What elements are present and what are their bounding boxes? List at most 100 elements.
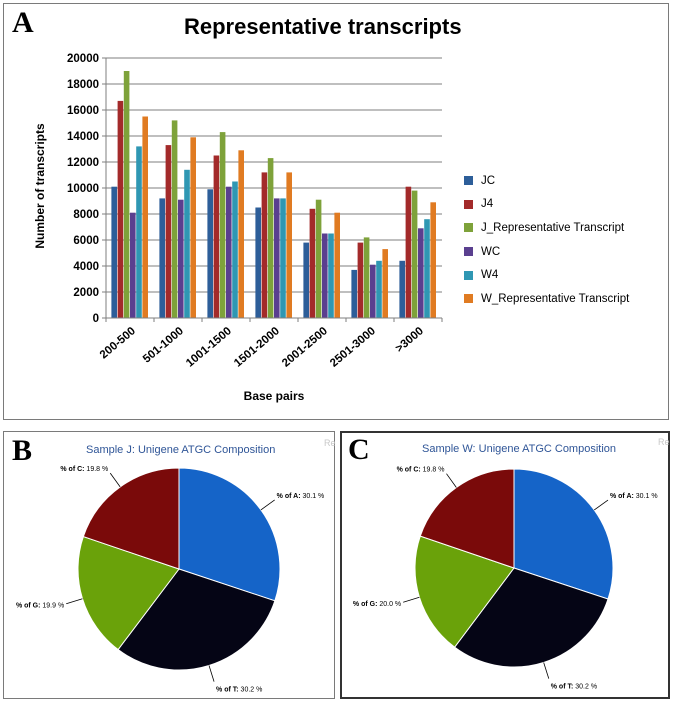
bar xyxy=(130,212,136,318)
pie-leader-line xyxy=(260,499,275,511)
pie-plot-w: % of A: 30.1 % % of T: 30.2 % % of G: 20.0… xyxy=(353,467,658,691)
pie-title-w: Sample W: Unigene ATGC Composition xyxy=(422,443,617,455)
bar xyxy=(376,260,382,318)
pie-slice xyxy=(117,568,276,671)
pie-slice xyxy=(178,467,281,602)
pie-slice-label: % of G: 20.0 % xyxy=(353,601,401,608)
legend-swatch xyxy=(464,176,473,186)
pie-slice-label: % of C: 19.8 % xyxy=(397,467,445,474)
bar xyxy=(334,212,340,318)
legend-swatch xyxy=(464,294,473,304)
pie-leader-line xyxy=(543,662,550,679)
panel-label-a: A xyxy=(12,6,34,39)
bar xyxy=(418,228,424,318)
bar xyxy=(382,249,388,318)
legend-item: WC xyxy=(464,240,629,264)
bar xyxy=(123,71,130,318)
y-tick-label: 0 xyxy=(93,313,99,325)
bar xyxy=(267,158,274,318)
y-tick-label: 4000 xyxy=(73,261,99,273)
bar xyxy=(142,116,148,318)
pie-slice xyxy=(419,468,515,569)
y-tick-label: 10000 xyxy=(67,183,99,195)
legend: JC J4 J_Representative Transcript WC W4 W_Rep… xyxy=(464,169,629,311)
pie-chart-panel-w: C Sample W: Unigene ATGC Composition Re … xyxy=(340,431,670,699)
x-tick-label: 501-1000 xyxy=(141,325,186,365)
bar xyxy=(309,208,316,318)
bar xyxy=(328,233,334,318)
legend-item: W_Representative Transcript xyxy=(464,287,629,311)
legend-item: JC xyxy=(464,169,629,193)
x-tick-label: 2501-3000 xyxy=(328,325,378,370)
pie-slice xyxy=(513,468,614,600)
x-tick-label: 1501-2000 xyxy=(232,325,282,370)
y-tick-label: 20000 xyxy=(67,53,99,65)
bar xyxy=(261,172,268,318)
legend-swatch xyxy=(464,223,473,233)
legend-label: J_Representative Transcript xyxy=(481,221,625,234)
pie-slice-label: % of A: 30.1 % xyxy=(277,493,325,500)
bar xyxy=(238,150,244,318)
panel-label-b: B xyxy=(12,434,33,467)
pie-leader-line xyxy=(403,596,420,603)
bar xyxy=(111,186,117,318)
panel-label-c: C xyxy=(348,433,370,466)
bar xyxy=(322,233,328,318)
pie-slice-label: % of C: 19.8 % xyxy=(60,466,108,473)
bar xyxy=(370,264,376,318)
legend-label: W4 xyxy=(481,269,499,282)
pie-slice xyxy=(77,535,180,651)
bar xyxy=(357,242,364,318)
bar xyxy=(286,172,292,318)
y-tick-label: 8000 xyxy=(73,209,99,221)
bar xyxy=(424,219,430,318)
corner-mark-c: Re xyxy=(658,437,670,447)
bar xyxy=(303,242,309,318)
bar xyxy=(226,186,232,318)
y-tick-label: 16000 xyxy=(67,105,99,117)
bar xyxy=(351,269,357,318)
corner-mark-b: Re xyxy=(324,438,336,448)
legend-swatch xyxy=(464,247,473,257)
legend-item: J_Representative Transcript xyxy=(464,216,629,240)
pie-leader-line xyxy=(593,499,609,511)
pie-leader-line xyxy=(446,473,457,488)
legend-item: J4 xyxy=(464,193,629,217)
x-axis-title: Base pairs xyxy=(243,389,305,403)
legend-label: W_Representative Transcript xyxy=(481,292,630,305)
y-tick-label: 18000 xyxy=(67,79,99,91)
bar xyxy=(280,198,286,318)
bar xyxy=(363,237,370,318)
bar xyxy=(399,260,405,318)
bar xyxy=(411,190,418,318)
bar xyxy=(405,186,412,318)
x-tick-label: 200-500 xyxy=(98,325,138,361)
bar xyxy=(117,100,124,319)
legend-swatch xyxy=(464,199,473,209)
bar xyxy=(274,198,280,318)
bar xyxy=(232,181,238,318)
x-tick-label: 2001-2500 xyxy=(280,325,330,370)
pie-leader-line xyxy=(66,598,83,605)
bar xyxy=(430,202,436,318)
bar-chart-plot: 0 2000 4000 6000 8000 10000 12000 14000 16000 180… xyxy=(67,53,443,370)
bar xyxy=(184,169,190,318)
pie-slice xyxy=(453,567,609,668)
pie-slice-label: % of T: 30.2 % xyxy=(216,687,262,694)
pie-title-j: Sample J: Unigene ATGC Composition xyxy=(86,444,276,456)
legend-label: WC xyxy=(481,245,501,258)
bar xyxy=(159,198,165,318)
pie-slice-label: % of G: 19.9 % xyxy=(16,603,64,610)
bar xyxy=(165,145,172,318)
pie-leader-line xyxy=(208,665,215,682)
legend-swatch xyxy=(464,270,473,280)
bar xyxy=(136,146,142,318)
bar xyxy=(190,137,196,318)
bar-chart-title: Representative transcripts xyxy=(184,14,462,39)
bar xyxy=(207,189,213,318)
pie-plot-j: % of A: 30.1 % % of T: 30.2 % % of G: 19.9… xyxy=(16,466,325,694)
y-tick-label: 12000 xyxy=(67,157,99,169)
bar xyxy=(171,120,178,319)
pie-slice-label: % of A: 30.1 % xyxy=(610,493,658,500)
y-tick-label: 2000 xyxy=(73,287,99,299)
